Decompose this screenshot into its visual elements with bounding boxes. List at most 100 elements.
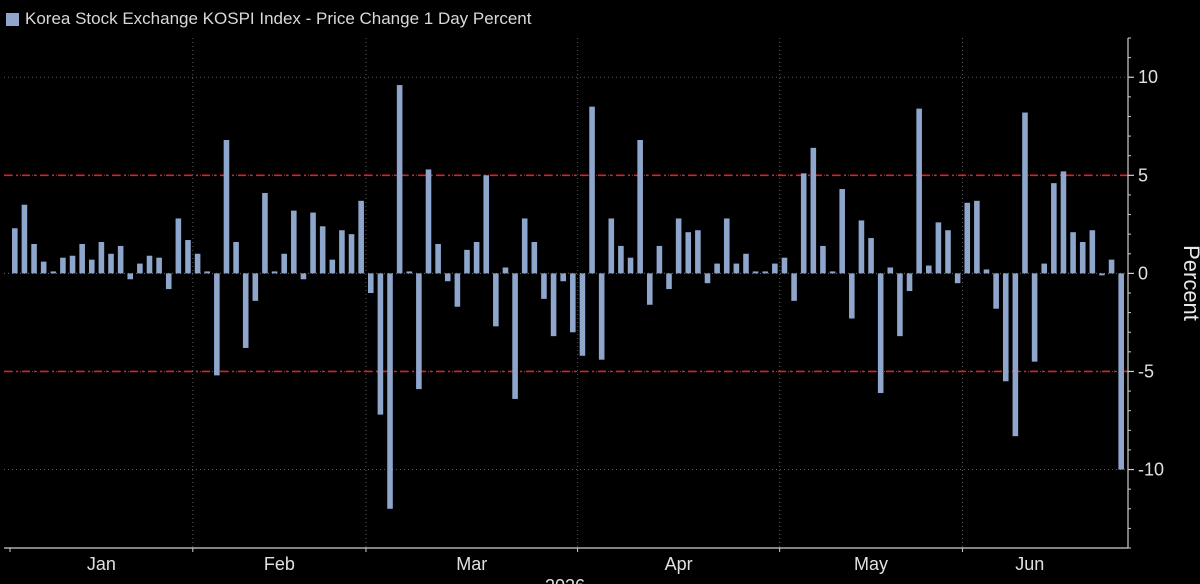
bar xyxy=(579,273,586,356)
bar xyxy=(550,273,557,337)
bar xyxy=(493,273,499,327)
bar xyxy=(1022,112,1028,274)
month-label: Jan xyxy=(87,554,116,574)
bar xyxy=(800,173,807,274)
bar xyxy=(743,253,749,274)
bar xyxy=(618,245,624,274)
y-axis-title: Percent xyxy=(1179,245,1200,321)
bar xyxy=(810,147,817,274)
bar xyxy=(512,273,518,399)
month-label: Jun xyxy=(1015,554,1044,574)
bar xyxy=(1041,263,1048,274)
bar xyxy=(887,267,894,274)
bar xyxy=(358,200,364,274)
bar xyxy=(117,245,124,274)
bar xyxy=(733,263,740,274)
bar xyxy=(444,273,451,282)
bar xyxy=(329,259,336,274)
bar xyxy=(291,210,297,274)
bar xyxy=(319,226,326,274)
bar xyxy=(839,189,845,274)
bar xyxy=(339,230,345,274)
bar xyxy=(925,265,932,274)
bar xyxy=(310,212,316,274)
bar xyxy=(435,243,441,274)
bar xyxy=(714,263,720,274)
bar xyxy=(964,202,971,274)
bar xyxy=(1070,232,1076,274)
bar xyxy=(791,273,797,301)
bar xyxy=(1089,230,1096,274)
bar xyxy=(1060,171,1067,274)
bar xyxy=(214,273,220,376)
bar xyxy=(98,242,105,274)
bar xyxy=(69,255,76,274)
bar xyxy=(31,243,37,274)
bar xyxy=(271,271,278,274)
bar xyxy=(608,218,615,274)
bar xyxy=(868,238,874,274)
bar xyxy=(897,273,903,337)
bar xyxy=(589,106,595,274)
bar xyxy=(377,273,384,415)
bar xyxy=(21,204,28,274)
bar xyxy=(396,85,403,274)
bar xyxy=(502,267,509,274)
bar xyxy=(829,271,836,274)
bar xyxy=(146,255,153,274)
bar xyxy=(1118,273,1124,470)
bar xyxy=(40,261,47,274)
bar xyxy=(483,175,490,274)
bar xyxy=(127,273,134,280)
bar xyxy=(954,273,961,284)
y-tick-label: -5 xyxy=(1138,361,1154,381)
bar xyxy=(194,253,201,274)
bar xyxy=(262,192,268,274)
bar xyxy=(916,108,922,274)
bar xyxy=(531,242,538,274)
bar xyxy=(425,169,432,274)
bar xyxy=(406,271,413,274)
bar xyxy=(646,273,653,305)
bar xyxy=(88,259,95,274)
y-tick-label: 5 xyxy=(1138,165,1148,185)
bar xyxy=(12,228,18,274)
bar xyxy=(762,271,769,274)
bar xyxy=(156,257,162,274)
y-tick-label: -10 xyxy=(1138,460,1164,480)
bar xyxy=(79,243,85,274)
bar xyxy=(974,200,980,274)
bar xyxy=(1012,273,1019,437)
bar xyxy=(464,249,470,274)
bar xyxy=(666,273,672,290)
bar xyxy=(223,140,230,274)
month-label: May xyxy=(854,554,888,574)
bar xyxy=(185,240,191,274)
bar xyxy=(1051,183,1057,274)
y-tick-label: 0 xyxy=(1138,263,1148,283)
bar xyxy=(242,273,249,348)
bar xyxy=(858,220,865,274)
bar xyxy=(849,273,855,319)
month-label: Feb xyxy=(264,554,295,574)
bar xyxy=(137,263,143,274)
bar xyxy=(416,273,422,390)
bar xyxy=(50,271,57,274)
bar xyxy=(877,273,884,394)
bar xyxy=(165,273,172,290)
bar xyxy=(983,269,990,274)
bar xyxy=(348,234,355,274)
bar xyxy=(637,140,643,274)
bar xyxy=(281,253,287,274)
bar xyxy=(233,242,239,274)
bar xyxy=(1079,242,1086,274)
bar xyxy=(704,273,711,284)
x-axis-title: 2026 xyxy=(545,576,585,584)
bar xyxy=(820,245,826,274)
bar xyxy=(723,218,730,274)
bar xyxy=(695,230,701,274)
bar xyxy=(521,218,528,274)
legend-swatch xyxy=(6,12,19,26)
bar xyxy=(1099,273,1105,276)
chart-legend: Korea Stock Exchange KOSPI Index - Price… xyxy=(6,9,532,29)
